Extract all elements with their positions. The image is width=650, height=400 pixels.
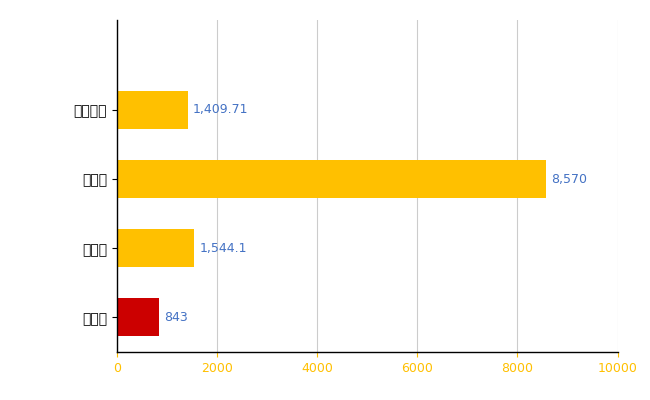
Bar: [117, 160, 546, 198]
Bar: [117, 91, 188, 129]
Bar: [117, 298, 159, 336]
Text: 1,409.71: 1,409.71: [192, 104, 248, 116]
Text: 1,544.1: 1,544.1: [200, 242, 247, 255]
Text: 843: 843: [164, 311, 188, 324]
Bar: [117, 229, 194, 267]
Text: 8,570: 8,570: [551, 172, 587, 186]
